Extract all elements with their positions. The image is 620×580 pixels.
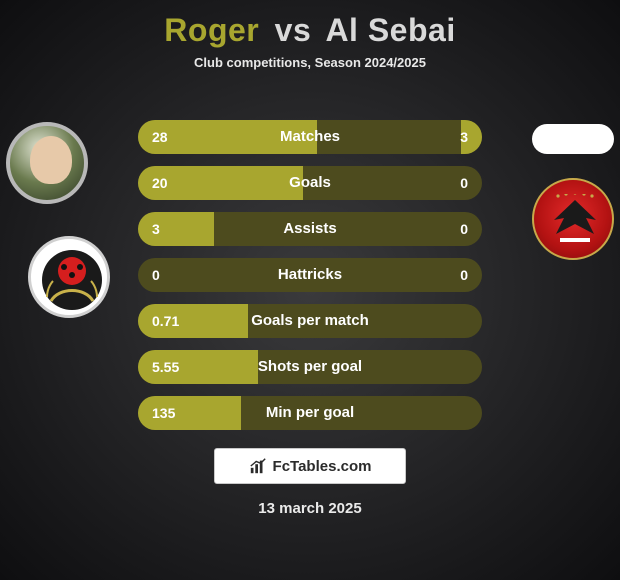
player2-club-crest bbox=[532, 178, 614, 260]
stat-value-right: 3 bbox=[460, 120, 468, 154]
stat-label: Goals bbox=[138, 166, 482, 200]
stat-label: Hattricks bbox=[138, 258, 482, 292]
player1-avatar bbox=[6, 122, 88, 204]
stat-row: 3Assists0 bbox=[138, 212, 482, 246]
source-badge[interactable]: FcTables.com bbox=[214, 448, 406, 484]
stat-label: Shots per goal bbox=[138, 350, 482, 384]
source-text: FcTables.com bbox=[273, 458, 372, 475]
subtitle: Club competitions, Season 2024/2025 bbox=[0, 55, 620, 70]
stat-row: 0Hattricks0 bbox=[138, 258, 482, 292]
comparison-title: Roger vs Al Sebai bbox=[0, 0, 620, 49]
vs-separator: vs bbox=[275, 12, 312, 48]
stat-row: 0.71Goals per match bbox=[138, 304, 482, 338]
stat-value-right: 0 bbox=[460, 258, 468, 292]
stat-value-right: 0 bbox=[460, 212, 468, 246]
player2-avatar bbox=[532, 124, 614, 154]
date: 13 march 2025 bbox=[0, 500, 620, 517]
eagle-crest-icon bbox=[546, 194, 604, 248]
stat-label: Goals per match bbox=[138, 304, 482, 338]
stats-panel: 28Matches320Goals03Assists00Hattricks00.… bbox=[138, 120, 482, 442]
player2-name: Al Sebai bbox=[325, 12, 455, 48]
crest-icon bbox=[39, 247, 105, 313]
stat-label: Matches bbox=[138, 120, 482, 154]
stat-value-right: 0 bbox=[460, 166, 468, 200]
stat-row: 5.55Shots per goal bbox=[138, 350, 482, 384]
stat-row: 135Min per goal bbox=[138, 396, 482, 430]
stat-label: Min per goal bbox=[138, 396, 482, 430]
stat-row: 20Goals0 bbox=[138, 166, 482, 200]
player1-name: Roger bbox=[164, 12, 259, 48]
player1-club-crest bbox=[28, 236, 110, 318]
stat-label: Assists bbox=[138, 212, 482, 246]
chart-icon bbox=[249, 457, 267, 475]
stat-row: 28Matches3 bbox=[138, 120, 482, 154]
